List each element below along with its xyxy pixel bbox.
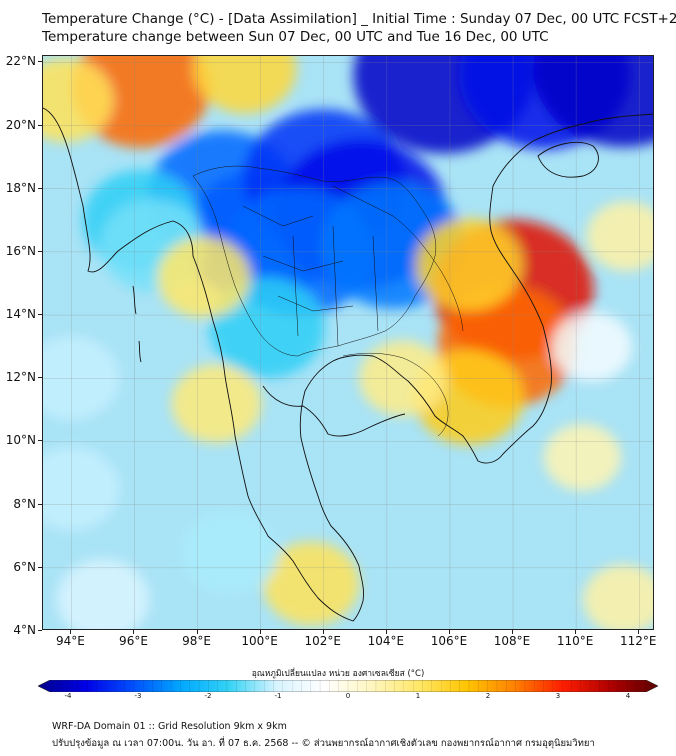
lon-label: 104°E <box>367 634 405 648</box>
lon-label: 94°E <box>55 634 85 648</box>
laos-border <box>332 185 464 332</box>
colorbar-ticks <box>59 680 637 692</box>
lat-tick <box>38 377 42 379</box>
lat-tick <box>38 314 42 316</box>
anomaly-cell-29 <box>551 311 633 382</box>
lat-label: 22°N <box>5 54 36 69</box>
lon-tick <box>133 630 135 634</box>
hainan-island <box>537 142 599 178</box>
colorbar-title: อุณหภูมิเปลี่ยนแปลง หน่วย องศาเซลเซียส (… <box>251 669 425 679</box>
lon-label: 112°E <box>619 634 657 648</box>
map-canvas <box>43 56 653 629</box>
admin-borders <box>192 165 464 437</box>
lon-tick <box>575 630 577 634</box>
lat-tick <box>38 61 42 63</box>
lon-tick <box>385 630 387 634</box>
lon-tick <box>70 630 72 634</box>
lon-tick <box>259 630 261 634</box>
anomaly-cell-25 <box>56 558 150 629</box>
lon-tick <box>322 630 324 634</box>
lon-label: 98°E <box>182 634 211 648</box>
colorbar-tick-label: -4 <box>64 692 72 700</box>
anomaly-cell-22 <box>262 541 360 626</box>
colorbar-tick-label: 1 <box>415 692 421 700</box>
mainland-coastline <box>43 107 653 622</box>
map-title: Temperature Change (°C) - [Data Assimila… <box>42 11 676 27</box>
lat-tick <box>38 566 42 568</box>
lat-label: 14°N <box>5 307 36 322</box>
province-lines <box>242 205 379 347</box>
lon-label: 102°E <box>304 634 342 648</box>
lat-label: 10°N <box>5 433 36 448</box>
colorbar-tick-label: -3 <box>134 692 142 700</box>
lon-label: 110°E <box>556 634 594 648</box>
temperature-change-map <box>42 55 654 630</box>
map-subtitle: Temperature change between Sun 07 Dec, 0… <box>42 29 549 45</box>
lat-label: 18°N <box>5 180 36 195</box>
lat-tick <box>38 440 42 442</box>
anomaly-cell-17 <box>415 218 523 311</box>
lon-tick <box>448 630 450 634</box>
lat-tick <box>38 250 42 252</box>
lat-label: 8°N <box>13 496 36 511</box>
lon-label: 100°E <box>241 634 278 648</box>
lon-label: 96°E <box>119 634 148 648</box>
lat-label: 12°N <box>5 370 36 385</box>
anomaly-cell-26 <box>179 508 280 596</box>
anomaly-cell-30 <box>583 564 653 629</box>
lon-label: 106°E <box>430 634 468 648</box>
lat-tick <box>38 503 42 505</box>
anomaly-cell-11 <box>533 56 653 148</box>
colorbar-gradient <box>38 680 658 692</box>
colorbar-tick-label: -2 <box>204 692 212 700</box>
anomaly-cell-21 <box>171 364 262 443</box>
lat-tick <box>38 124 42 126</box>
anomaly-cell-20 <box>157 236 251 318</box>
graticule <box>43 56 653 629</box>
anomaly-cell-28 <box>43 446 120 531</box>
anomaly-cell-24 <box>586 201 653 272</box>
anomaly-cell-2 <box>43 58 114 143</box>
lat-label: 6°N <box>13 559 36 574</box>
cambodia-border <box>342 353 449 437</box>
colorbar-tick-label: -1 <box>274 692 282 700</box>
lon-tick <box>638 630 640 634</box>
anomaly-cell-23 <box>543 423 622 491</box>
gulf-coastline <box>262 385 406 437</box>
lat-tick <box>38 630 42 631</box>
colorbar-tick-label: 4 <box>625 692 631 700</box>
footer-credit: ปรับปรุงข้อมูล ณ เวลา 07:00น. วัน อา. ที… <box>52 738 595 749</box>
lon-tick <box>196 630 198 634</box>
colorbar-tick-label: 0 <box>345 692 351 700</box>
colorbar-tick-label: 2 <box>485 692 491 700</box>
anomaly-cell-1 <box>193 56 297 114</box>
colorbar-tick-label: 3 <box>555 692 561 700</box>
lon-tick <box>512 630 514 634</box>
coastlines <box>43 107 653 622</box>
lat-tick <box>38 187 42 189</box>
thailand-border <box>192 165 437 357</box>
lon-label: 108°E <box>493 634 531 648</box>
andaman-islands <box>132 285 142 363</box>
lat-label: 4°N <box>13 623 36 637</box>
lat-label: 20°N <box>5 117 36 132</box>
colorbar <box>38 680 658 692</box>
lat-label: 16°N <box>5 243 36 258</box>
footer-model-info: WRF-DA Domain 01 :: Grid Resolution 9km … <box>52 721 287 732</box>
